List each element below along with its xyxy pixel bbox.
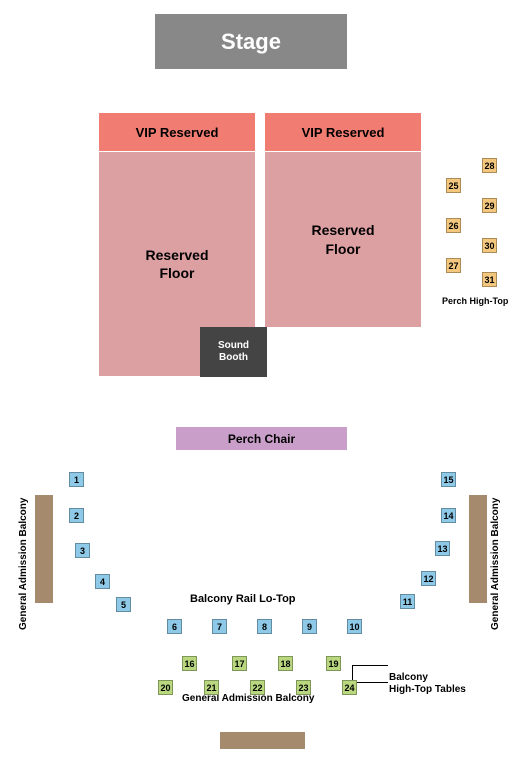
seat-balcony-rail-12[interactable]: 12	[421, 571, 436, 586]
label-1: Balcony Rail Lo-Top	[190, 593, 296, 605]
seat-balcony-rail-3[interactable]: 3	[75, 543, 90, 558]
ga-balcony-side-0[interactable]	[35, 495, 53, 603]
seat-perch-hightop-25[interactable]: 25	[446, 178, 461, 193]
seat-balcony-rail-2[interactable]: 2	[69, 508, 84, 523]
sound-booth: SoundBooth	[200, 327, 267, 377]
seat-balcony-hightop-19[interactable]: 19	[326, 656, 341, 671]
seat-balcony-rail-1[interactable]: 1	[69, 472, 84, 487]
seat-balcony-rail-7[interactable]: 7	[212, 619, 227, 634]
seating-chart: StageVIP ReservedVIP ReservedReservedFlo…	[0, 0, 525, 760]
vip-reserved-1[interactable]: VIP Reserved	[265, 113, 421, 151]
label-4: High-Top Tables	[389, 684, 466, 695]
seat-balcony-rail-13[interactable]: 13	[435, 541, 450, 556]
label-0: Perch High-Top	[442, 296, 508, 306]
perch-chair[interactable]: Perch Chair	[176, 427, 347, 450]
seat-balcony-rail-11[interactable]: 11	[400, 594, 415, 609]
seat-balcony-hightop-17[interactable]: 17	[232, 656, 247, 671]
vip-reserved-0[interactable]: VIP Reserved	[99, 113, 255, 151]
ga-balcony-bottom[interactable]	[220, 732, 305, 749]
seat-perch-hightop-28[interactable]: 28	[482, 158, 497, 173]
ga-balcony-label-left: General Admission Balcony	[18, 470, 29, 630]
seat-balcony-hightop-23[interactable]: 23	[296, 680, 311, 695]
label-3: Balcony	[389, 672, 428, 683]
seat-balcony-rail-14[interactable]: 14	[441, 508, 456, 523]
seat-perch-hightop-31[interactable]: 31	[482, 272, 497, 287]
seat-balcony-rail-5[interactable]: 5	[116, 597, 131, 612]
seat-balcony-hightop-22[interactable]: 22	[250, 680, 265, 695]
callout-line-0	[352, 665, 388, 666]
seat-balcony-hightop-18[interactable]: 18	[278, 656, 293, 671]
seat-perch-hightop-29[interactable]: 29	[482, 198, 497, 213]
seat-balcony-rail-8[interactable]: 8	[257, 619, 272, 634]
seat-perch-hightop-30[interactable]: 30	[482, 238, 497, 253]
ga-balcony-label-right: General Admission Balcony	[490, 470, 501, 630]
reserved-floor-1[interactable]: ReservedFloor	[265, 152, 421, 327]
seat-balcony-hightop-16[interactable]: 16	[182, 656, 197, 671]
seat-balcony-rail-4[interactable]: 4	[95, 574, 110, 589]
stage: Stage	[155, 14, 347, 69]
seat-balcony-rail-15[interactable]: 15	[441, 472, 456, 487]
label-2: General Admission Balcony	[182, 693, 314, 704]
callout-line-2	[352, 682, 388, 683]
seat-balcony-hightop-20[interactable]: 20	[158, 680, 173, 695]
seat-balcony-rail-10[interactable]: 10	[347, 619, 362, 634]
ga-balcony-side-1[interactable]	[469, 495, 487, 603]
seat-balcony-rail-6[interactable]: 6	[167, 619, 182, 634]
seat-balcony-rail-9[interactable]: 9	[302, 619, 317, 634]
seat-perch-hightop-27[interactable]: 27	[446, 258, 461, 273]
seat-balcony-hightop-24[interactable]: 24	[342, 680, 357, 695]
seat-perch-hightop-26[interactable]: 26	[446, 218, 461, 233]
seat-balcony-hightop-21[interactable]: 21	[204, 680, 219, 695]
